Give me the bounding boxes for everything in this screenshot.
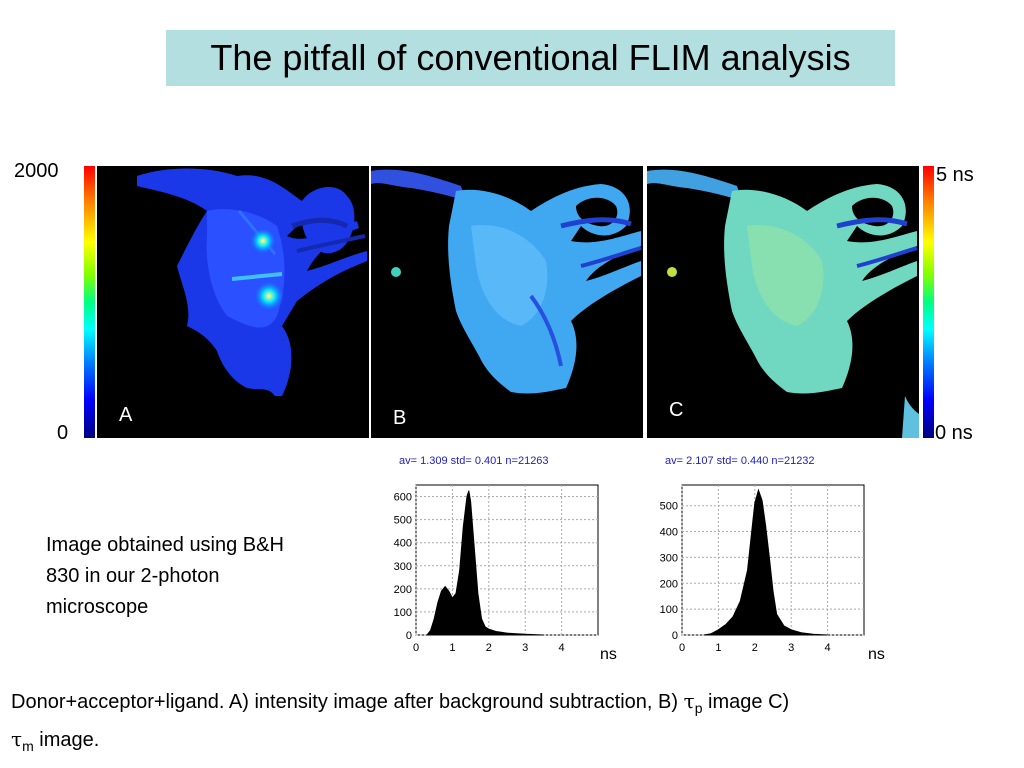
intensity-scale-min: 0 (57, 422, 69, 444)
histogram-tau-m-plot: 0 100 200 300 400 500 0 1 2 3 4 (660, 484, 865, 654)
intensity-scale-max: 2000 (14, 160, 59, 182)
histogram-tau-p-unit: ns (600, 646, 617, 663)
panel-b-image (371, 169, 642, 394)
y-tick-label: 500 (394, 515, 412, 527)
histogram-tau-p: av= 1.309 std= 0.401 n=21263 0 100 200 300 4… (374, 455, 609, 670)
tau-m-symbol: τ (11, 727, 23, 751)
x-tick-label: 0 (413, 642, 419, 654)
panel-c-tau-m-image: C (647, 166, 919, 438)
panel-a-image (137, 168, 367, 396)
lifetime-colorbar (923, 166, 934, 438)
y-tick-label: 100 (394, 607, 412, 619)
y-tick-label: 500 (660, 501, 678, 513)
panel-a-letter: A (119, 404, 133, 426)
histogram-tau-m-unit: ns (868, 646, 885, 663)
slide-title: The pitfall of conventional FLIM analysi… (210, 37, 851, 78)
y-tick-label: 0 (406, 630, 412, 642)
x-tick-label: 1 (715, 642, 721, 654)
y-tick-label: 0 (672, 630, 678, 642)
x-tick-label: 1 (449, 642, 455, 654)
caption-part2: image C) (702, 691, 790, 713)
panel-a-intensity-image: A (97, 166, 369, 438)
figure-caption: Donor+acceptor+ligand. A) intensity imag… (11, 686, 1016, 762)
caption-part3: image. (33, 729, 100, 751)
histogram-area (703, 488, 828, 636)
x-tick-label: 2 (486, 642, 492, 654)
y-tick-label: 400 (394, 538, 412, 550)
y-tick-label: 600 (394, 492, 412, 504)
panel-b-tau-p-image: B (371, 166, 643, 438)
histogram-tau-m: av= 2.107 std= 0.440 n=21232 0 100 200 300 4… (640, 455, 875, 670)
y-tick-label: 300 (394, 561, 412, 573)
intensity-colorbar (84, 166, 95, 438)
panel-c-letter: C (669, 399, 684, 421)
x-tick-label: 3 (788, 642, 794, 654)
x-tick-label: 2 (752, 642, 758, 654)
tau-m-subscript: m (22, 738, 34, 754)
y-tick-label: 400 (660, 527, 678, 539)
y-tick-label: 300 (660, 552, 678, 564)
title-box: The pitfall of conventional FLIM analysi… (166, 30, 895, 86)
x-tick-label: 4 (559, 642, 565, 654)
x-tick-label: 0 (679, 642, 685, 654)
caption-part1: Donor+acceptor+ligand. A) intensity imag… (11, 691, 684, 713)
lifetime-scale-min: 0 ns (935, 422, 973, 444)
y-tick-label: 100 (660, 604, 678, 616)
tau-p-symbol: τ (683, 689, 695, 713)
panel-b-letter: B (393, 407, 407, 429)
lifetime-scale-max: 5 ns (936, 164, 974, 186)
histogram-tau-m-header: av= 2.107 std= 0.440 n=21232 (665, 455, 815, 467)
histogram-tau-p-header: av= 1.309 std= 0.401 n=21263 (399, 455, 549, 467)
y-tick-label: 200 (394, 584, 412, 596)
tau-p-subscript: p (694, 700, 703, 716)
plot-frame (415, 484, 599, 636)
x-tick-label: 4 (825, 642, 831, 654)
panel-c-image (647, 169, 919, 438)
histogram-area (425, 490, 544, 636)
histogram-tau-p-plot: 0 100 200 300 400 500 600 0 1 2 3 4 (394, 484, 599, 654)
acquisition-note: Image obtained using B&H 830 in our 2-ph… (46, 534, 284, 618)
y-tick-label: 200 (660, 578, 678, 590)
x-tick-label: 3 (522, 642, 528, 654)
